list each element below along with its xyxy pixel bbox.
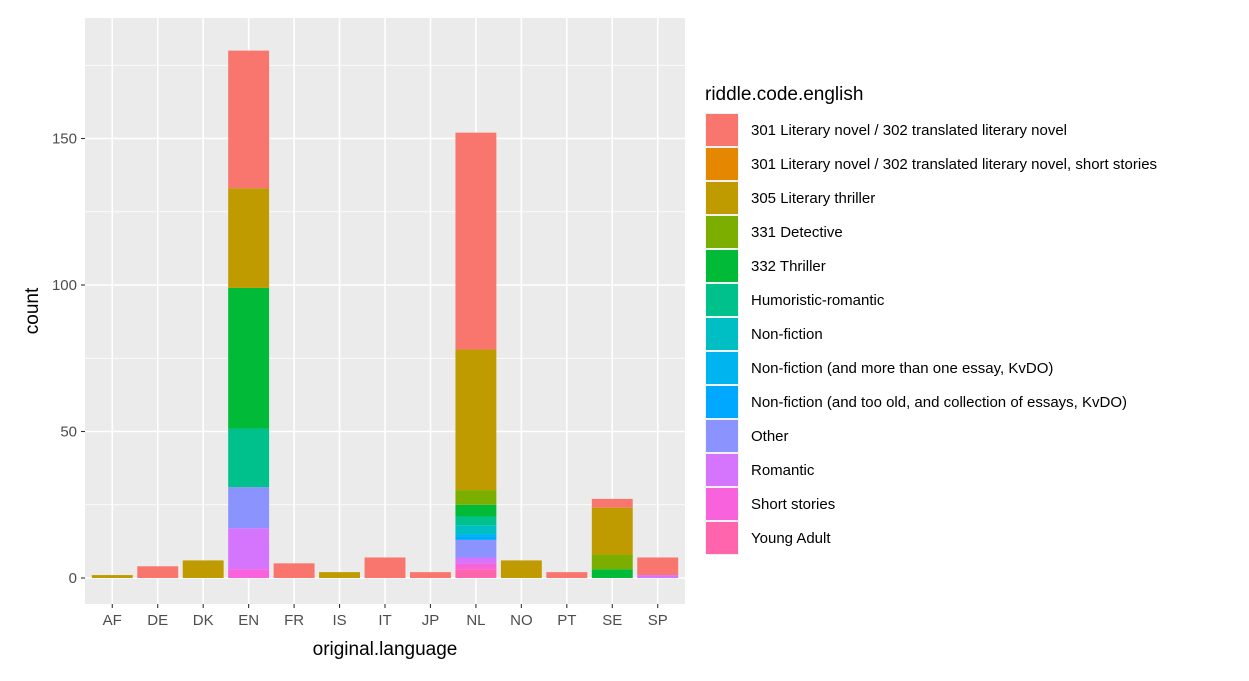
legend-label: Young Adult <box>751 530 831 547</box>
bar-segment <box>137 566 179 578</box>
legend-title: riddle.code.english <box>705 84 863 105</box>
x-axis-title: original.language <box>313 639 458 660</box>
bar-segment <box>228 50 270 189</box>
bar-segment <box>591 507 633 555</box>
legend-swatch <box>706 352 738 384</box>
x-tick-label: DK <box>193 612 214 629</box>
x-tick-label: IS <box>332 612 346 629</box>
legend-label: 332 Thriller <box>751 258 826 275</box>
x-tick-label: AF <box>103 612 122 629</box>
y-axis: 0 50 100 150 <box>52 131 85 587</box>
y-axis-title: count <box>22 287 43 334</box>
legend-label: 331 Detective <box>751 224 843 241</box>
bar-segment <box>455 490 497 505</box>
legend-swatch <box>706 216 738 248</box>
x-tick-label: JP <box>422 612 440 629</box>
bar-segment <box>273 563 315 578</box>
legend-label: Non-fiction (and more than one essay, Kv… <box>751 360 1053 377</box>
x-tick-label: SP <box>648 612 668 629</box>
legend-swatch <box>706 148 738 180</box>
bar-segment <box>455 563 497 570</box>
legend-label: Romantic <box>751 462 815 479</box>
legend-swatch <box>706 488 738 520</box>
bar-segment <box>455 539 497 558</box>
x-tick-label: EN <box>238 612 259 629</box>
x-tick-label: NO <box>510 612 533 629</box>
bar-segment <box>455 557 497 564</box>
bar-segment <box>455 516 497 526</box>
legend-swatch <box>706 454 738 486</box>
legend-swatch <box>706 522 738 554</box>
bar-segment <box>455 525 497 535</box>
bar-segment <box>228 428 270 488</box>
legend-label: 301 Literary novel / 302 translated lite… <box>751 156 1157 173</box>
bar-segment <box>637 557 679 576</box>
x-tick-label: DE <box>147 612 168 629</box>
bar-segment <box>91 575 133 578</box>
bar-segment <box>319 572 360 578</box>
legend-label: Non-fiction <box>751 326 823 343</box>
legend-label: Short stories <box>751 496 835 513</box>
x-tick-label: NL <box>466 612 485 629</box>
legend: riddle.code.english 301 Literary novel /… <box>705 84 1157 555</box>
bar-segment <box>410 572 451 578</box>
legend-label: 305 Literary thriller <box>751 190 875 207</box>
bar-segment <box>500 560 542 578</box>
legend-swatch <box>706 114 738 146</box>
x-axis: AF DE DK EN FR IS IT JP NL NO PT SE SP <box>103 604 668 629</box>
bar-segment <box>228 287 270 429</box>
bar-segment <box>546 572 588 578</box>
y-tick-label: 50 <box>60 424 77 441</box>
legend-label: Non-fiction (and too old, and collection… <box>751 394 1127 411</box>
bar-segment <box>228 487 270 529</box>
y-tick-label: 0 <box>69 570 77 587</box>
bar-segment <box>591 554 633 570</box>
legend-label: Humoristic-romantic <box>751 292 885 309</box>
bar-segments <box>91 50 679 578</box>
bar-segment <box>455 569 497 578</box>
y-tick-label: 150 <box>52 131 77 148</box>
legend-swatch <box>706 318 738 350</box>
legend-swatch <box>706 386 738 418</box>
legend-swatch <box>706 420 738 452</box>
legend-swatch <box>706 284 738 316</box>
x-tick-label: SE <box>602 612 622 629</box>
y-tick-label: 100 <box>52 277 77 294</box>
x-tick-label: PT <box>557 612 576 629</box>
bar-segment <box>228 528 270 570</box>
bar-segment <box>455 536 497 540</box>
bar-segment <box>455 534 497 537</box>
legend-swatch <box>706 182 738 214</box>
bar-segment <box>637 575 679 578</box>
legend-label: 301 Literary novel / 302 translated lite… <box>751 122 1067 139</box>
bar-segment <box>455 504 497 517</box>
bar-segment <box>455 349 497 491</box>
bar-segment <box>182 560 224 578</box>
bar-segment <box>591 569 633 578</box>
legend-label: Other <box>751 428 789 445</box>
bar-segment <box>228 188 270 288</box>
x-tick-label: IT <box>378 612 391 629</box>
legend-swatch <box>706 250 738 282</box>
x-tick-label: FR <box>284 612 304 629</box>
bar-segment <box>364 557 406 578</box>
bar-segment <box>455 132 497 350</box>
bar-segment <box>591 498 633 508</box>
bar-segment <box>228 569 270 578</box>
